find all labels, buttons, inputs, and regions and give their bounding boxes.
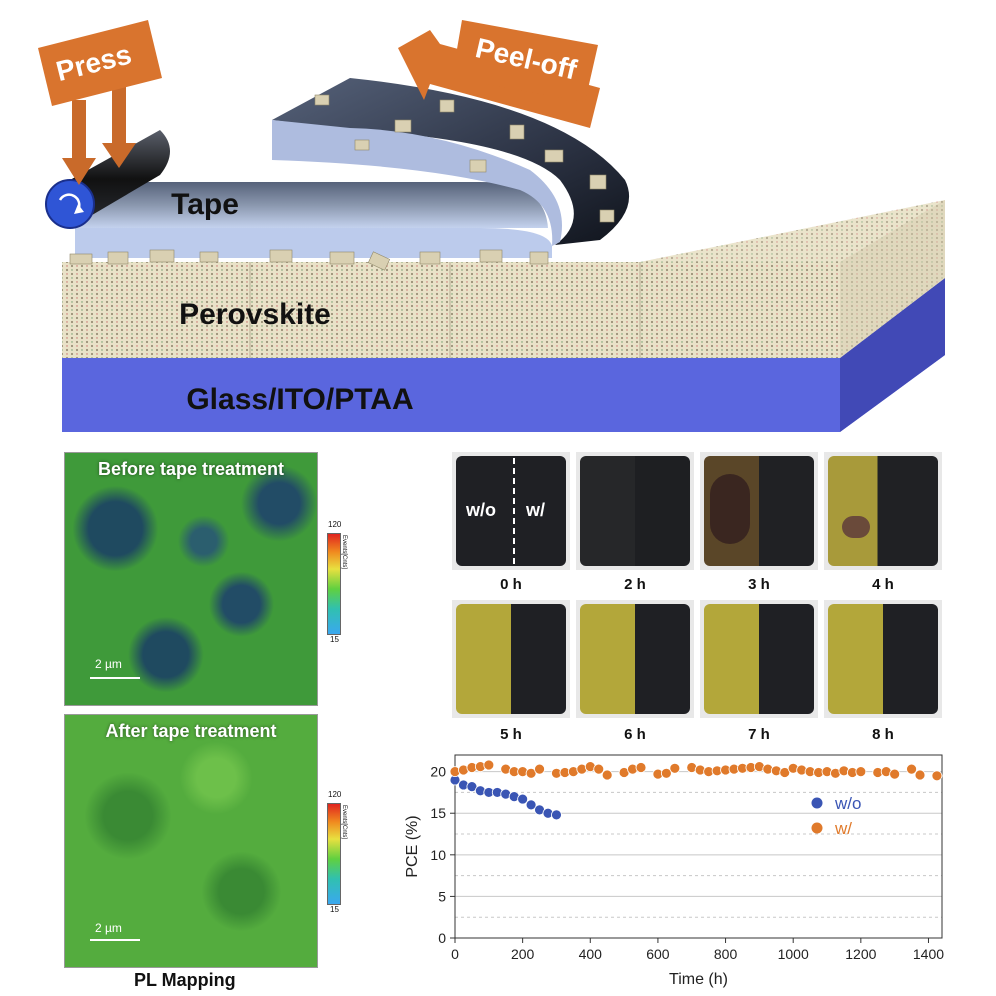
tape-peeled — [272, 78, 630, 246]
w-label: w/ — [526, 500, 546, 520]
data-point-w — [855, 766, 867, 778]
photo-5h — [452, 600, 570, 718]
colorbar-max: 120 — [328, 520, 342, 529]
photo-6h — [576, 600, 694, 718]
data-point-w — [525, 767, 537, 779]
legend-marker — [811, 822, 823, 834]
time-label-1: 2 h — [624, 576, 646, 593]
data-point-wo — [517, 793, 529, 805]
pl-after-title: After tape treatment — [105, 721, 277, 741]
photo-7h — [700, 600, 818, 718]
x-tick-label: 600 — [646, 946, 670, 962]
legend-label: w/ — [834, 819, 852, 838]
time-label-3: 4 h — [872, 576, 894, 593]
data-point-w — [483, 759, 495, 771]
data-point-w — [534, 763, 545, 775]
pl-mapping-caption: PL Mapping — [134, 970, 236, 990]
substrate-layer — [62, 278, 945, 432]
perovskite-layer — [62, 200, 945, 358]
press-arrow: Press — [38, 20, 162, 185]
colorbar-min: 15 — [330, 905, 339, 914]
data-point-w — [669, 762, 681, 774]
time-label-0: 0 h — [500, 576, 522, 593]
x-tick-label: 1400 — [913, 946, 944, 962]
photo-4h — [824, 452, 942, 570]
x-axis-label: Time (h) — [669, 971, 728, 988]
data-point-w — [779, 767, 791, 778]
pl-map-before: Before tape treatment 2 µm — [64, 452, 318, 706]
colorbar-unit: Events[Cnts] — [341, 805, 347, 840]
x-tick-label: 1000 — [778, 946, 809, 962]
time-label-5: 6 h — [624, 726, 646, 743]
photo-8h — [824, 600, 942, 718]
photo-0h: w/o w/ — [452, 452, 570, 570]
scale-bar-label: 2 µm — [95, 921, 122, 935]
data-point-wo — [551, 809, 562, 821]
colorbar-unit: Events[Cnts] — [341, 535, 347, 570]
substrate-label: Glass/ITO/PTAA — [186, 383, 413, 416]
y-tick-label: 20 — [430, 764, 446, 780]
time-label-2: 3 h — [748, 576, 770, 593]
data-point-wo — [525, 799, 537, 811]
time-label-7: 8 h — [872, 726, 894, 743]
y-tick-label: 15 — [430, 805, 446, 821]
colorbar-min: 15 — [330, 635, 339, 644]
wo-label: w/o — [466, 500, 496, 520]
y-tick-label: 10 — [430, 847, 446, 863]
time-label-6: 7 h — [748, 726, 770, 743]
legend-label: w/o — [834, 794, 861, 813]
legend-marker — [811, 797, 823, 809]
scale-bar — [90, 677, 140, 679]
data-point-w — [593, 763, 605, 775]
data-point-wo — [466, 781, 478, 793]
data-point-w — [914, 769, 926, 781]
data-point-w — [660, 767, 672, 779]
peel-off-arrow: Peel-off — [398, 20, 600, 128]
photo-3h — [700, 452, 818, 570]
data-point-w — [931, 770, 943, 782]
data-point-w — [889, 768, 901, 780]
colorbar-max: 120 — [328, 790, 342, 799]
pl-before-title: Before tape treatment — [97, 459, 285, 479]
y-tick-label: 0 — [438, 930, 446, 946]
tape-flat — [69, 182, 552, 271]
x-tick-label: 1200 — [845, 946, 876, 962]
y-axis-label: PCE (%) — [404, 815, 421, 877]
x-tick-label: 200 — [511, 946, 535, 962]
press-roller — [45, 130, 170, 229]
plot-frame — [454, 754, 943, 939]
pl-map-after: After tape treatment 2 µm — [64, 714, 318, 968]
data-point-w — [906, 763, 917, 775]
scale-bar — [90, 939, 140, 941]
y-tick-label: 5 — [438, 888, 446, 904]
tape-peel-schematic: Press Peel-off Tape Perovskite Glass/ITO… — [38, 20, 945, 432]
photo-2h — [576, 452, 694, 570]
data-point-w — [601, 769, 613, 781]
data-point-w — [635, 762, 647, 773]
perovskite-label: Perovskite — [179, 298, 331, 331]
colorbar-after — [327, 803, 341, 905]
x-tick-label: 0 — [451, 946, 459, 962]
colorbar-before — [327, 533, 341, 635]
x-tick-label: 800 — [714, 946, 738, 962]
time-label-4: 5 h — [500, 726, 522, 743]
tape-label: Tape — [171, 188, 239, 221]
scale-bar-label: 2 µm — [95, 657, 122, 671]
x-tick-label: 400 — [579, 946, 603, 962]
